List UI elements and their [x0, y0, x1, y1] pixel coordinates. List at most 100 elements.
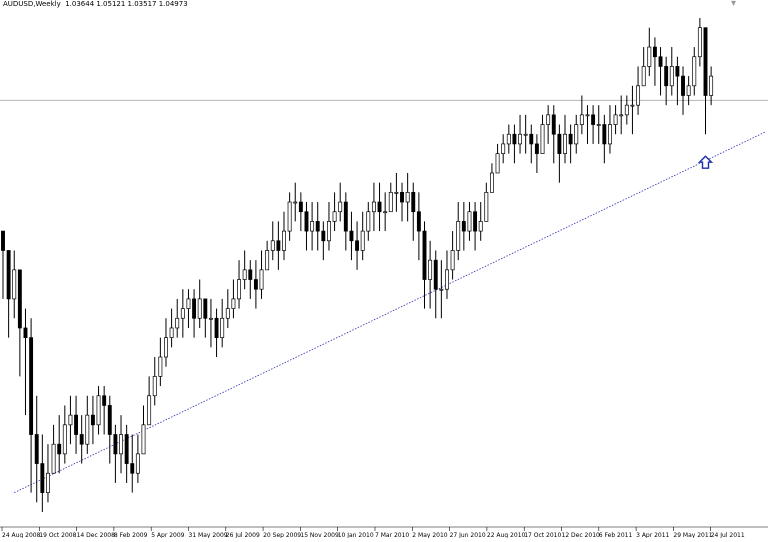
candle-body	[709, 75, 714, 96]
candle-body	[29, 337, 34, 435]
candle-body	[310, 221, 315, 232]
candle-body	[276, 240, 281, 251]
candle	[90, 395, 95, 445]
candle-body	[208, 317, 213, 320]
candle	[681, 66, 685, 115]
candle-body	[293, 201, 298, 204]
candle-body	[456, 221, 461, 251]
candle-body	[186, 298, 191, 309]
candle	[523, 114, 528, 154]
candle	[17, 269, 22, 377]
candle-body	[304, 211, 309, 232]
candle	[377, 182, 382, 232]
candle-body	[62, 424, 67, 455]
candle	[568, 124, 573, 164]
candle	[366, 202, 371, 241]
candle-body	[551, 114, 556, 135]
candle-body	[6, 250, 11, 300]
candle-body	[664, 66, 669, 87]
candle-body	[534, 143, 539, 154]
candle	[574, 114, 579, 154]
candle-body	[675, 66, 680, 77]
candle	[304, 202, 309, 251]
candle	[259, 250, 264, 299]
candle-body	[377, 201, 382, 213]
candle-body	[652, 46, 657, 58]
candle-body	[681, 75, 685, 96]
candle-body	[237, 279, 241, 300]
candle	[400, 182, 404, 222]
candle-body	[102, 395, 107, 406]
candle	[169, 308, 174, 348]
candle	[34, 395, 39, 503]
candle	[186, 289, 191, 328]
candle-body	[489, 172, 494, 193]
candle-body	[203, 298, 208, 319]
candle-body	[557, 133, 562, 154]
candle	[613, 105, 618, 135]
candle	[709, 66, 714, 106]
candle-body	[630, 104, 635, 107]
candle	[411, 182, 416, 241]
candle	[669, 47, 674, 96]
candle	[529, 124, 534, 164]
candle-body	[546, 114, 551, 125]
candle	[540, 114, 545, 154]
candle	[321, 221, 326, 261]
candle-body	[253, 279, 258, 290]
candle-body	[259, 269, 264, 290]
candle-body	[68, 414, 73, 426]
candle	[62, 405, 67, 464]
candle-body	[23, 327, 28, 338]
candle-body	[540, 124, 545, 154]
candle	[40, 434, 45, 512]
candle-body	[85, 414, 90, 445]
arrow-marker	[697, 155, 714, 169]
candle-body	[248, 269, 253, 280]
candle	[506, 124, 511, 154]
candle-body	[17, 269, 22, 329]
candle-body	[461, 221, 466, 232]
candle-body	[512, 133, 517, 145]
candle-body	[231, 298, 236, 309]
candle	[551, 105, 556, 164]
candle	[563, 114, 567, 164]
candle	[546, 105, 551, 144]
x-tick-label: 24 Jul 2011	[711, 532, 745, 538]
candle	[282, 211, 286, 261]
candle-body	[647, 46, 652, 67]
candle-body	[613, 114, 618, 125]
candle	[585, 105, 590, 144]
candle	[495, 143, 500, 174]
candle-body	[57, 443, 62, 455]
candle-body	[180, 308, 185, 319]
x-tick-label: 27 Jun 2010	[450, 532, 486, 538]
candle-body	[574, 124, 579, 145]
candle	[197, 279, 202, 328]
candle-body	[158, 356, 163, 377]
x-tick-label: 20 Sep 2009	[263, 532, 301, 538]
candle-body	[46, 472, 50, 493]
candle	[135, 434, 140, 483]
candle	[518, 114, 522, 154]
x-tick-label: 5 Apr 2009	[151, 532, 184, 538]
candle	[293, 182, 298, 222]
candle	[57, 415, 62, 474]
x-tick-label: 31 May 2009	[189, 532, 228, 538]
x-tick-label: 6 Feb 2011	[599, 532, 633, 538]
candle-body	[135, 453, 140, 474]
candle-body	[270, 240, 275, 251]
candle	[602, 114, 607, 164]
candle	[107, 395, 112, 464]
candle-body	[400, 192, 404, 203]
candle-body	[518, 133, 522, 145]
candle-body	[658, 56, 663, 67]
candle	[130, 434, 135, 493]
candle-body	[349, 230, 354, 242]
candle	[119, 415, 123, 474]
x-tick-label: 19 Oct 2008	[39, 532, 76, 538]
candle-body	[619, 114, 624, 117]
candle-body	[501, 143, 506, 154]
candle-body	[12, 269, 17, 300]
